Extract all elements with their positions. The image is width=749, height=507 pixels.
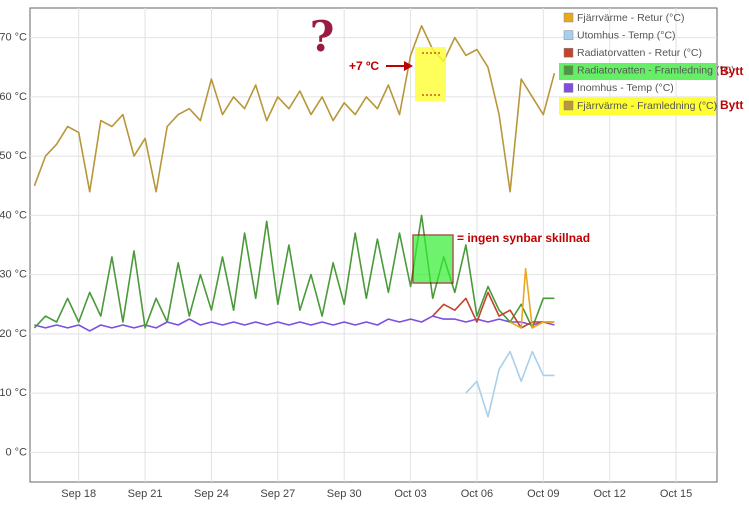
- legend-label: Fjärrvärme - Framledning (°C): [577, 100, 717, 112]
- legend-swatch: [563, 65, 574, 76]
- x-tick-label: Oct 03: [394, 488, 426, 500]
- x-tick-label: Oct 09: [527, 488, 559, 500]
- series-line: [509, 267, 555, 329]
- legend-label: Inomhus - Temp (°C): [577, 82, 674, 94]
- question-mark: ?: [310, 12, 335, 61]
- legend-swatch: [563, 100, 574, 111]
- y-tick-label: 30 °C: [0, 269, 27, 281]
- series-line: [33, 214, 555, 329]
- legend-label: Radiatorvatten - Retur (°C): [577, 47, 702, 59]
- annotation: = ingen synbar skillnad: [457, 231, 590, 245]
- y-tick-label: 10 °C: [0, 387, 27, 399]
- grid: [30, 8, 717, 482]
- x-tick-label: Sep 21: [128, 488, 163, 500]
- series-line: [465, 350, 555, 418]
- legend-swatch: [563, 47, 574, 58]
- y-tick-label: 0 °C: [5, 446, 27, 458]
- legend-label: Fjärrvärme - Retur (°C): [577, 12, 684, 24]
- x-tick-label: Oct 12: [593, 488, 625, 500]
- lines: [33, 25, 556, 418]
- arrow-head: [404, 61, 413, 71]
- annotation: +7 ºC: [349, 59, 379, 73]
- legend-swatch: [563, 12, 574, 23]
- highlight-box: [415, 47, 446, 101]
- x-tick-label: Sep 27: [260, 488, 295, 500]
- y-tick-label: 70 °C: [0, 32, 27, 44]
- legend: Fjärrvärme - Retur (°C) Utomhus - Temp (°…: [563, 12, 735, 112]
- series-line: [34, 315, 555, 332]
- legend-label: Radiatorvatten - Framledning (°C): [577, 65, 735, 77]
- x-tick-label: Sep 24: [194, 488, 229, 500]
- legend-swatch: [563, 30, 574, 40]
- x-tick-label: Oct 06: [461, 488, 493, 500]
- legend-swatch: [563, 83, 574, 93]
- series-line: [432, 291, 555, 329]
- y-tick-label: 60 °C: [0, 91, 27, 103]
- legend-highlight: [559, 97, 716, 115]
- annotation: Bytt: [720, 64, 743, 78]
- legend-label: Utomhus - Temp (°C): [577, 29, 676, 41]
- x-tick-label: Oct 15: [660, 488, 692, 500]
- y-tick-label: 40 °C: [0, 209, 27, 221]
- x-tick-label: Sep 30: [327, 488, 362, 500]
- plot-frame: [29, 7, 718, 483]
- y-tick-label: 50 °C: [0, 150, 27, 162]
- legend-highlight: [559, 63, 716, 80]
- annotation: Bytt: [720, 98, 743, 112]
- y-tick-label: 20 °C: [0, 328, 27, 340]
- x-tick-label: Sep 18: [61, 488, 96, 500]
- highlight-box: [412, 234, 454, 284]
- series-line: [33, 25, 556, 193]
